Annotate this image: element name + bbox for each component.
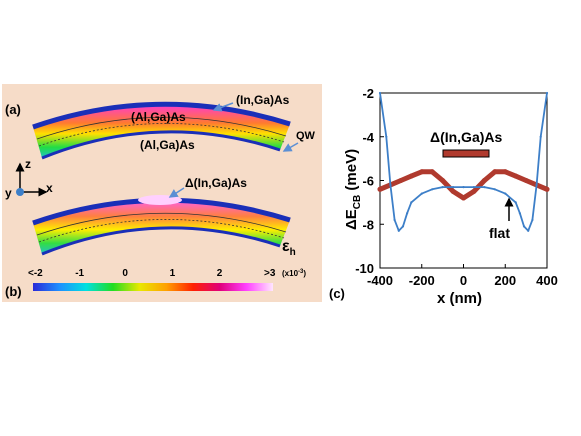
colorbar-ticks: <-2 -1 0 1 2 >3	[28, 268, 276, 279]
quantum-well-line-a	[36, 116, 287, 140]
series-delta-ingaas-point	[523, 178, 529, 183]
series-flat-point	[441, 186, 444, 189]
axis-label-y: y	[5, 186, 12, 200]
series-delta-ingaas-point	[450, 188, 456, 194]
series-flat-point	[514, 201, 517, 204]
series-flat-point	[493, 188, 496, 191]
series-delta-ingaas-point	[408, 173, 414, 179]
legend-label-delta-ingaas: Δ(In,Ga)As	[430, 129, 503, 145]
strain-map-a-cap	[32, 101, 291, 130]
arrow-delta-ingaas	[168, 187, 185, 198]
series-delta-ingaas-point	[471, 188, 477, 194]
y-axis-label: ΔECB (meV)	[343, 149, 363, 230]
series-flat-point	[420, 192, 423, 195]
series-flat-point	[518, 212, 522, 215]
y-tick-label: -6	[362, 174, 374, 189]
colorbar-tick-label: >3	[264, 268, 276, 279]
strain-map-a-bottom-edge	[41, 130, 281, 160]
colorbar: <-2 -1 0 1 2 >3 (x10-3)	[28, 268, 306, 291]
label-ingaas: (In,Ga)As	[236, 93, 290, 107]
series-delta-ingaas-point	[377, 186, 383, 192]
panel-label-c: (c)	[329, 286, 345, 301]
series-delta-ingaas-point	[492, 169, 498, 175]
series-flat-point	[406, 212, 409, 215]
epsilon-h-label: εh	[282, 238, 296, 258]
coordinate-axes: z x y	[5, 157, 53, 200]
series-flat-point	[504, 192, 507, 195]
series-delta-ingaas-point	[502, 169, 508, 175]
colorbar-strip	[33, 283, 273, 291]
label-delta-ingaas-left: Δ(In,Ga)As	[185, 176, 247, 190]
series-flat-point	[539, 135, 542, 138]
series-delta-ingaas-point	[429, 169, 435, 175]
colorbar-tick-label: 2	[217, 268, 223, 279]
series-flat-point	[535, 183, 538, 186]
series-delta-ingaas-point	[440, 178, 446, 183]
y-tick-label: -2	[362, 86, 374, 101]
series-flat-point	[483, 186, 486, 189]
panel-label-b: (b)	[5, 284, 22, 299]
colorbar-tick-label: -1	[75, 268, 84, 279]
series-flat-point	[472, 186, 475, 189]
series-delta-ingaas-point	[544, 186, 550, 192]
x-axis-label: x (nm)	[437, 290, 482, 307]
colorbar-tick-label: 0	[122, 268, 128, 279]
series-flat-point	[410, 201, 413, 204]
delta-ingaas-bump	[138, 195, 182, 205]
series-flat-point	[545, 91, 549, 95]
series-flat-point	[452, 186, 455, 189]
label-algaas-bottom: (Al,Ga)As	[140, 138, 195, 152]
x-tick-label: 400	[536, 273, 558, 288]
series-flat-point	[522, 225, 526, 228]
series-flat-point	[431, 188, 434, 191]
x-tick-label: 0	[460, 273, 467, 288]
chart-series	[377, 91, 550, 232]
series-flat-point	[378, 91, 382, 95]
y-tick-label: -10	[355, 261, 374, 276]
series-delta-ingaas-point	[398, 178, 404, 183]
strain-map-a	[32, 101, 291, 160]
strain-map-b	[32, 195, 291, 256]
series-delta-ingaas-point	[481, 178, 487, 183]
label-qw: QW	[296, 130, 316, 142]
series-flat-point	[389, 183, 392, 186]
colorbar-unit: (x10-3)	[282, 269, 306, 278]
series-flat-point	[393, 218, 396, 221]
quantum-well-line-b	[36, 212, 287, 236]
axis-label-x: x	[46, 181, 53, 195]
quantum-well-line-b2	[38, 219, 285, 243]
y-tick-label: -8	[362, 217, 374, 232]
panel-ab: (a) (b) (In,Ga)As (Al,Ga)As (Al,Ga)As QW…	[2, 84, 322, 302]
series-delta-ingaas-point	[461, 195, 466, 201]
strain-map-b-bottom-edge	[41, 226, 281, 256]
x-tick-label: 200	[494, 273, 516, 288]
series-flat-point	[385, 135, 388, 138]
annotation-flat: flat	[489, 225, 510, 241]
arrow-ingaas	[212, 102, 234, 112]
y-axis-dot	[16, 188, 24, 196]
axis-label-z: z	[25, 157, 31, 171]
colorbar-tick-label: <-2	[28, 268, 43, 279]
chart-ticks: -400 -200 0 200 400 -2 -4 -6 -8 -10	[355, 86, 558, 288]
arrow-qw	[282, 142, 299, 152]
colorbar-tick-label: 1	[170, 268, 176, 279]
series-delta-ingaas-point	[513, 173, 519, 179]
x-tick-label: -200	[409, 273, 435, 288]
legend-swatch-delta-ingaas	[442, 149, 490, 158]
x-tick-label: -400	[367, 273, 393, 288]
series-delta-ingaas-point	[419, 169, 425, 175]
series-flat-point	[401, 225, 405, 228]
series-flat-point	[527, 229, 530, 232]
series-flat-point	[462, 186, 465, 189]
y-tick-label: -4	[362, 130, 374, 145]
series-flat-point	[397, 229, 400, 232]
chart-c: -400 -200 0 200 400 -2 -4 -6 -8 -10 Δ(In,Ga)As fl…	[329, 86, 558, 307]
label-algaas-top: (Al,Ga)As	[131, 110, 186, 124]
panel-label-a: (a)	[5, 102, 21, 117]
quantum-well-line-a2	[38, 123, 285, 147]
series-flat-point	[531, 218, 534, 221]
